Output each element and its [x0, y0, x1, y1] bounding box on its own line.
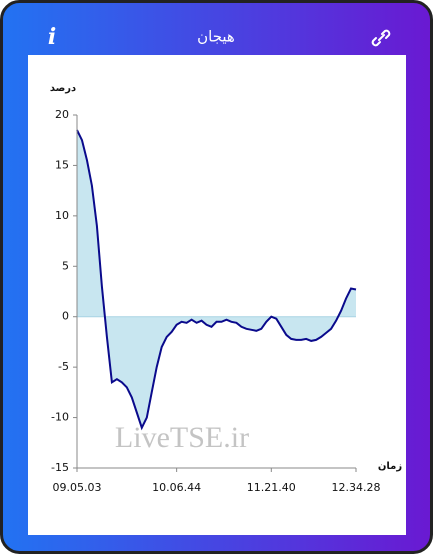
link-icon: [381, 29, 391, 39]
area-fill: [77, 130, 356, 428]
link-button[interactable]: [371, 29, 391, 47]
x-axis-label: زمان: [378, 461, 402, 472]
y-tick-label: -5: [58, 360, 69, 373]
y-tick-label: 5: [62, 259, 69, 272]
watermark: LiveTSE.ir: [115, 421, 249, 454]
page-title: هیجان: [197, 28, 235, 46]
y-tick-label: 0: [62, 310, 69, 323]
link-icon: [371, 37, 381, 47]
y-tick-label: 20: [55, 108, 69, 121]
link-icon: [378, 34, 385, 41]
y-tick-label: 15: [55, 158, 69, 171]
info-button[interactable]: i: [48, 24, 56, 50]
x-tick-label: 11.21.40: [247, 481, 296, 494]
x-tick-label: 10.06.44: [152, 481, 201, 494]
y-tick-label: -15: [51, 461, 69, 474]
y-tick-label: -10: [51, 411, 69, 424]
x-tick-label: 09.05.03: [53, 481, 102, 494]
data-line: [76, 129, 357, 431]
y-axis-label: درصد: [50, 83, 76, 94]
y-tick-label: 10: [55, 209, 69, 222]
x-tick-label: 12.34.28: [332, 481, 381, 494]
